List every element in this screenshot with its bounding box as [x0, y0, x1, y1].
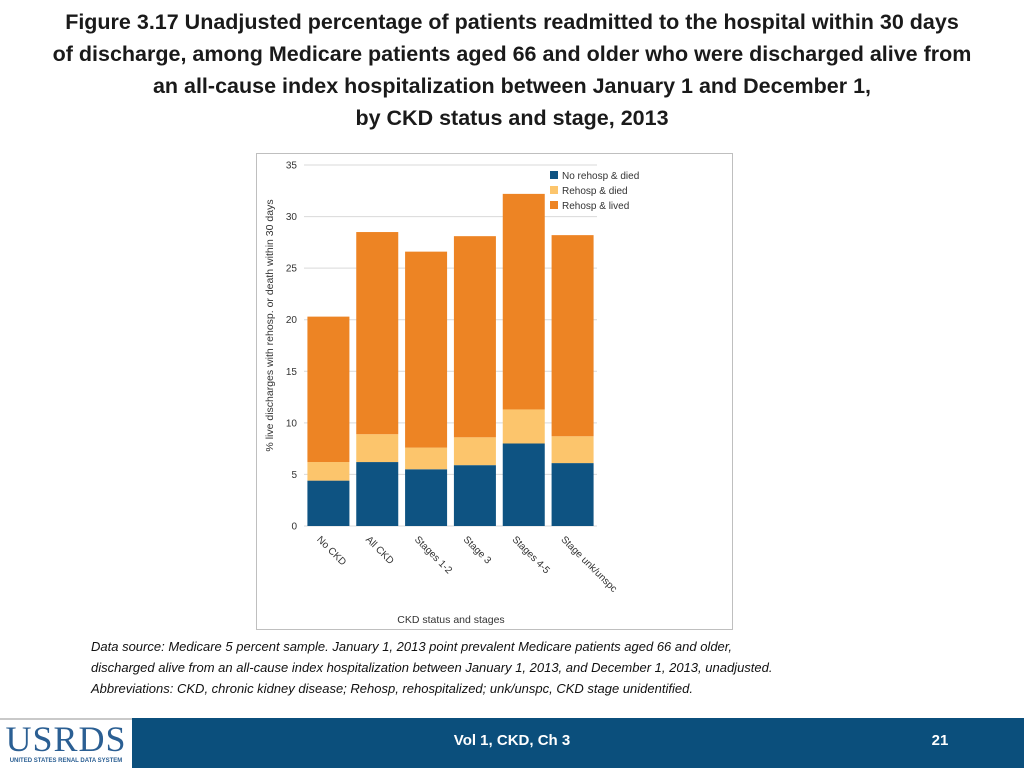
footnote-line: discharged alive from an all-cause index…: [91, 660, 773, 675]
x-tick-label: Stages 1-2: [412, 534, 454, 576]
x-tick-label: Stage unk/unspc: [558, 534, 618, 594]
y-tick-label: 5: [291, 470, 297, 481]
footer-volume-label: Vol 1, CKD, Ch 3: [453, 732, 571, 749]
title-line: of discharge, among Medicare patients ag…: [52, 42, 972, 66]
y-tick-label: 35: [286, 161, 298, 172]
legend-label: Rehosp & lived: [562, 201, 629, 212]
x-tick-label: Stage 3: [461, 534, 493, 566]
bar-segment: [405, 447, 448, 470]
legend-label: Rehosp & died: [562, 186, 628, 197]
x-tick-label: All CKD: [363, 534, 396, 567]
footnote-line: Abbreviations: CKD, chronic kidney disea…: [91, 681, 693, 696]
bar-segment: [453, 437, 496, 466]
bar-segment: [356, 462, 399, 526]
bar-segment: [307, 462, 350, 481]
y-tick-label: 30: [286, 212, 298, 223]
bar-segment: [307, 316, 350, 463]
x-axis-title: CKD status and stages: [397, 614, 504, 626]
bar-segment: [551, 463, 594, 526]
title-line: an all-cause index hospitalization betwe…: [152, 74, 872, 98]
bar-segment: [502, 409, 545, 444]
bar-segment: [551, 436, 594, 464]
bar-segment: [356, 232, 399, 435]
x-tick-label: Stages 4-5: [510, 534, 552, 576]
bar-segment: [502, 193, 545, 410]
chart-panel: 0 5 10 15 20 25 30 35 No CKD All CKD Stages 1-2 Sta…: [256, 153, 733, 630]
bar-segment: [356, 434, 399, 463]
logo-subtext: UNITED STATES RENAL DATA SYSTEM: [9, 758, 123, 764]
legend-swatch: [550, 186, 558, 194]
y-tick-label: 25: [286, 264, 298, 275]
y-tick-label: 15: [286, 367, 298, 378]
footnote: Data source: Medicare 5 percent sample. …: [91, 636, 971, 699]
footer-bar: USRDS UNITED STATES RENAL DATA SYSTEM Vo…: [0, 718, 1024, 768]
title-line: by CKD status and stage, 2013: [355, 106, 669, 130]
bar-segment: [551, 235, 594, 437]
title-line: Figure 3.17 Unadjusted percentage of pat…: [65, 10, 959, 34]
bar-segment: [405, 469, 448, 526]
bar-segment: [453, 236, 496, 438]
bar-segment: [453, 465, 496, 526]
legend-swatch: [550, 201, 558, 209]
page-title: Figure 3.17 Unadjusted percentage of pat…: [0, 6, 1024, 134]
y-axis-title: % live discharges with rehosp. or death …: [264, 199, 276, 451]
bar-segment: [307, 480, 350, 526]
y-tick-label: 0: [291, 522, 297, 533]
x-tick-label: No CKD: [314, 534, 348, 568]
bar-segment: [405, 251, 448, 448]
y-tick-label: 10: [286, 418, 298, 429]
logo-text: USRDS: [5, 719, 127, 759]
page-number: 21: [931, 732, 949, 749]
y-tick-label: 20: [286, 315, 298, 326]
footnote-line: Data source: Medicare 5 percent sample. …: [91, 639, 733, 654]
usrds-logo: USRDS UNITED STATES RENAL DATA SYSTEM: [0, 718, 132, 768]
bar-segment: [502, 443, 545, 526]
legend-label: No rehosp & died: [562, 171, 639, 182]
legend-swatch: [550, 171, 558, 179]
